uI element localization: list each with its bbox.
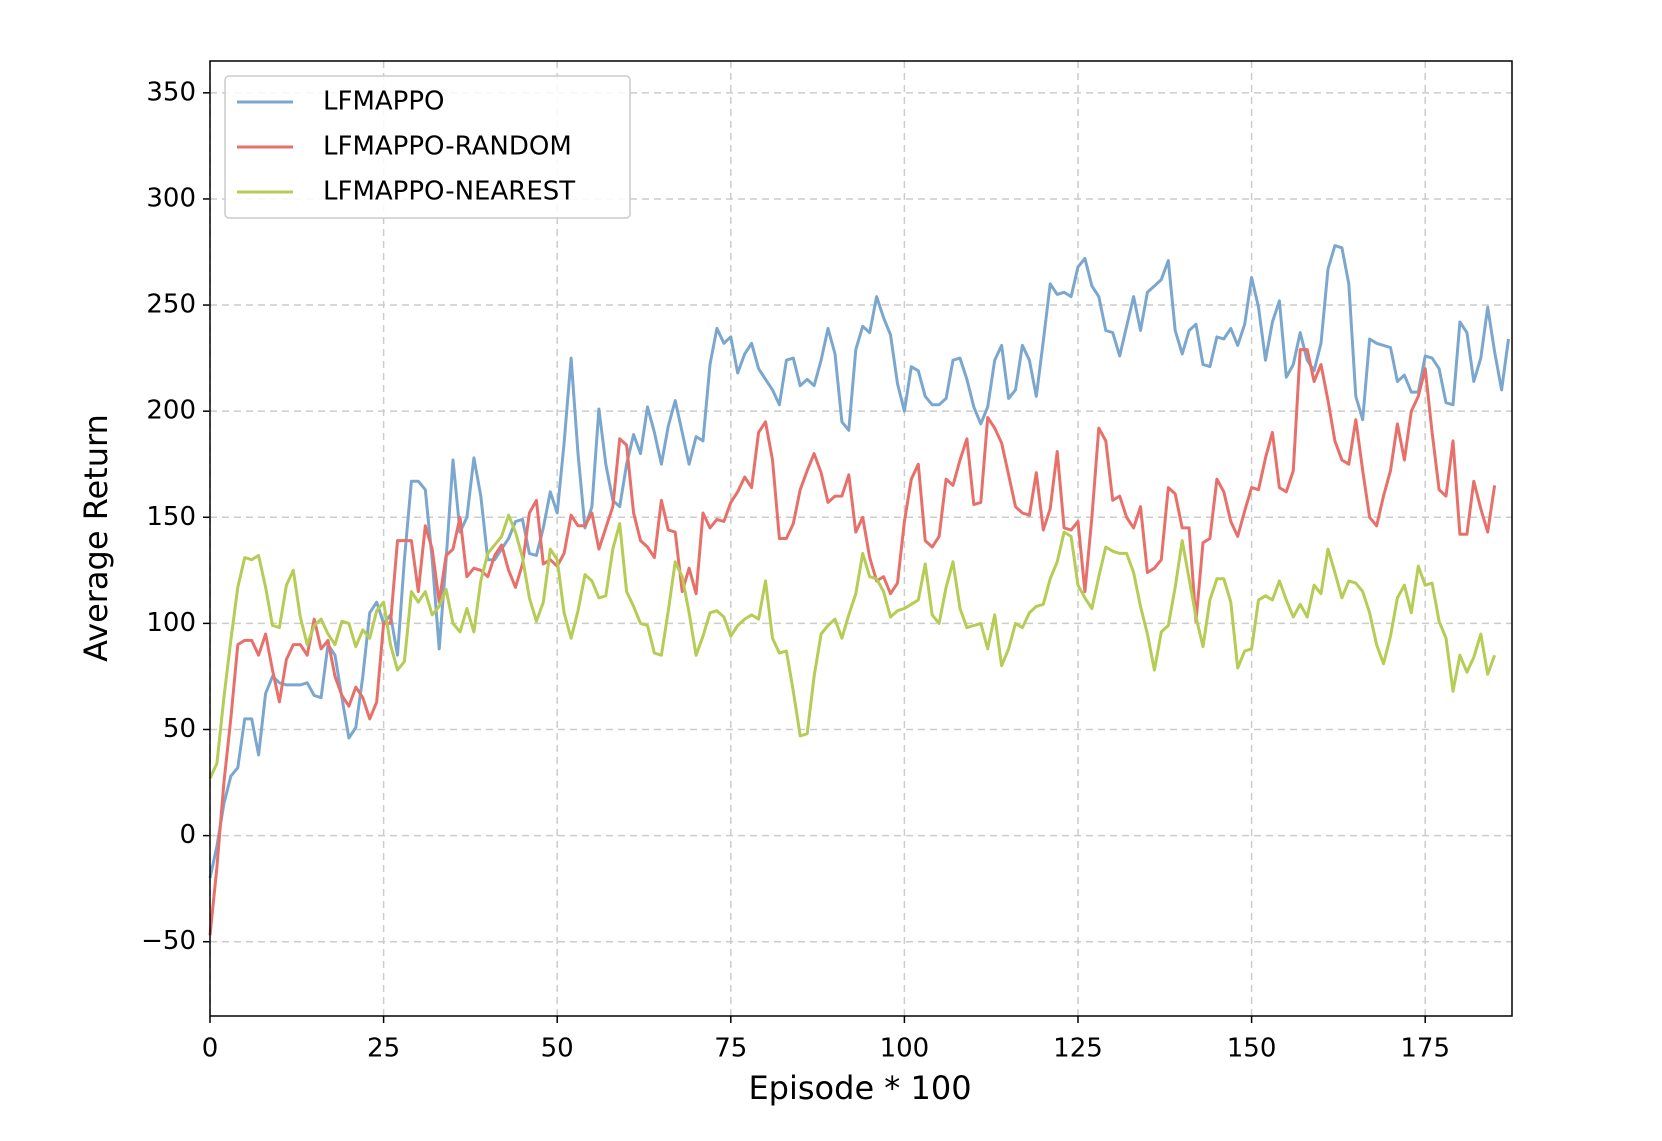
legend-label: LFMAPPO-RANDOM	[323, 132, 572, 162]
x-tick-label: 50	[541, 1034, 574, 1064]
x-tick-label: 100	[880, 1034, 930, 1064]
plot-frame	[209, 60, 1513, 1017]
legend-label: LFMAPPO-NEAREST	[323, 177, 575, 207]
y-tick-label: −50	[141, 926, 196, 956]
y-tick-label: 250	[146, 290, 196, 320]
legend-box	[224, 75, 631, 219]
legend-label: LFMAPPO	[323, 87, 444, 117]
series-line	[208, 348, 1497, 936]
series-line	[208, 513, 1497, 779]
y-tick-label: 200	[146, 396, 196, 426]
y-tick-label: 0	[179, 820, 196, 850]
y-tick-label: 50	[163, 714, 196, 744]
y-axis-label: Average Return	[77, 414, 115, 662]
x-tick-label: 25	[367, 1034, 400, 1064]
series-line	[208, 244, 1510, 879]
y-tick-label: 150	[146, 502, 196, 532]
x-tick-label: 0	[202, 1034, 219, 1064]
y-tick-label: 100	[146, 608, 196, 638]
x-tick-label: 125	[1053, 1034, 1103, 1064]
legend: LFMAPPO LFMAPPO-RANDOM LFMAPPO-NEAREST	[224, 75, 631, 219]
x-tick-label: 175	[1400, 1034, 1450, 1064]
x-tick-label: 150	[1227, 1034, 1277, 1064]
y-tick-label: 350	[146, 77, 196, 107]
x-axis-label: Episode * 100	[748, 1069, 971, 1107]
y-tick-label: 300	[146, 183, 196, 213]
x-tick-label: 75	[714, 1034, 747, 1064]
